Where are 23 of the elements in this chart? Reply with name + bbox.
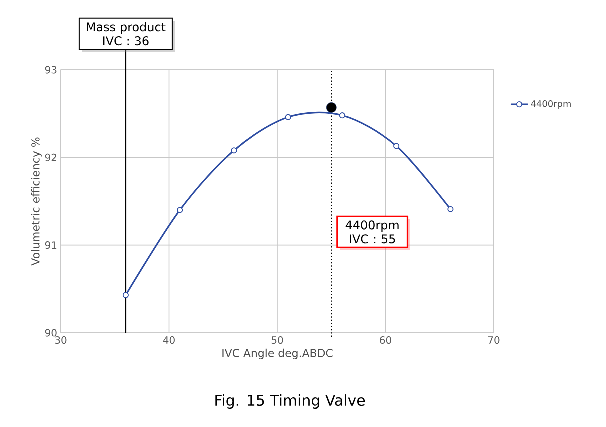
- point: [231, 148, 238, 154]
- x-axis-title: IVC Angle deg.ABDC: [222, 348, 333, 360]
- point: [394, 143, 400, 150]
- x-tick-label: 40: [163, 336, 175, 344]
- y-tick-label: 93: [45, 66, 57, 74]
- ref-line-label: Mass product IVC : 36: [87, 22, 166, 46]
- y-tick-label: 92: [45, 154, 56, 162]
- y-tick-label: 90: [45, 329, 57, 337]
- x-tick-label: 60: [380, 336, 392, 344]
- x-tick-label: 30: [55, 336, 67, 344]
- point: [122, 292, 129, 298]
- point: [285, 114, 292, 120]
- point: [448, 206, 454, 212]
- y-axis-title: Volumetric efficiency %: [31, 138, 42, 266]
- y-tick-label: 91: [45, 242, 57, 250]
- point: [339, 112, 346, 119]
- legend-label: 4400rpm: [531, 100, 571, 109]
- x-tick-label: 50: [272, 336, 284, 344]
- point: [177, 207, 184, 214]
- caption: Fig. 15 Timing Valve: [216, 394, 366, 409]
- x-tick-label: 70: [488, 336, 500, 344]
- point: [326, 102, 337, 113]
- ref-line-label: 4400rpm IVC : 55: [346, 220, 399, 244]
